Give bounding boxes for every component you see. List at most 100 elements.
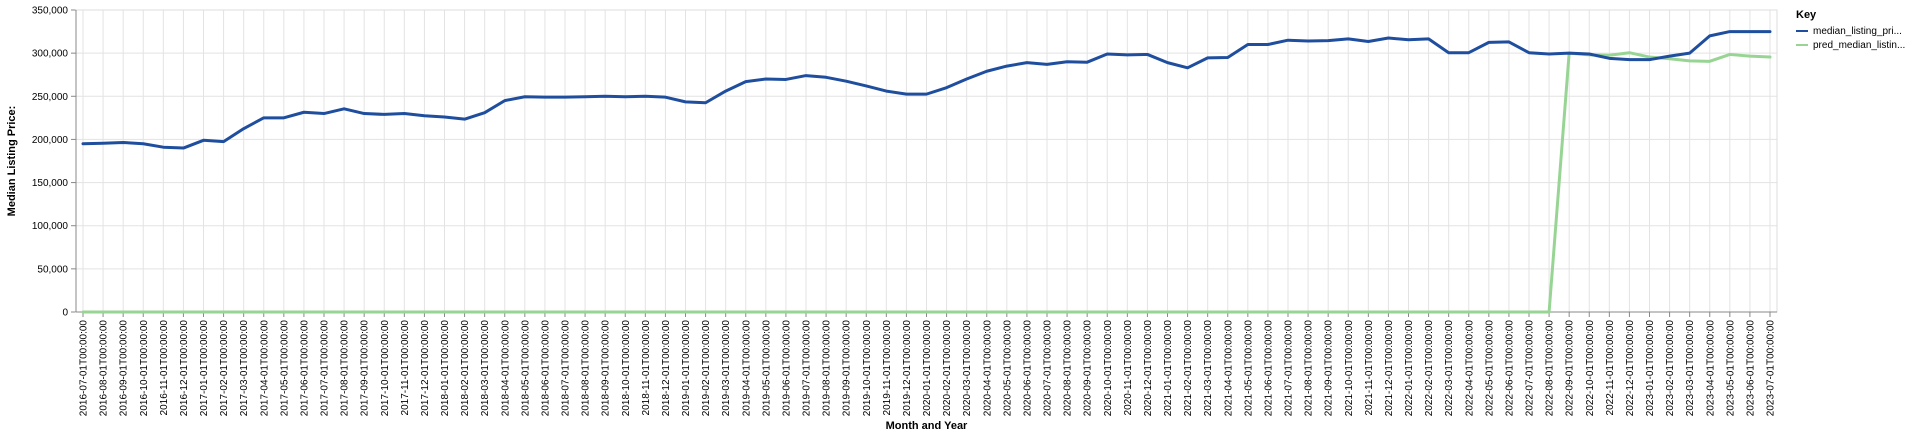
x-tick-label: 2023-05-01T00:00:00	[1725, 320, 1736, 417]
x-tick-label: 2023-03-01T00:00:00	[1685, 320, 1696, 417]
x-tick-label: 2021-08-01T00:00:00	[1304, 320, 1315, 417]
x-tick-label: 2020-04-01T00:00:00	[982, 320, 993, 417]
legend-title: Key	[1796, 9, 1817, 21]
legend: Key median_listing_pri... pred_median_list…	[1796, 9, 1905, 51]
axes: 0 50,000 100,000 150,000 200,000 250,000 300,0…	[6, 6, 1778, 432]
legend-label: median_listing_pri...	[1813, 26, 1902, 37]
x-tick-label: 2023-01-01T00:00:00	[1645, 320, 1656, 417]
x-tick-label: 2017-06-01T00:00:00	[299, 320, 310, 417]
y-tick-label: 250,000	[32, 92, 69, 103]
x-tick-label: 2020-01-01T00:00:00	[922, 320, 933, 417]
y-tick-label: 50,000	[37, 264, 68, 275]
x-tick-label: 2018-04-01T00:00:00	[500, 320, 511, 417]
x-tick-label: 2021-04-01T00:00:00	[1223, 320, 1234, 417]
x-tick-label: 2016-12-01T00:00:00	[179, 320, 190, 417]
x-tick-label: 2016-10-01T00:00:00	[139, 320, 150, 417]
x-tick-label: 2017-01-01T00:00:00	[199, 320, 210, 417]
x-tick-label: 2019-12-01T00:00:00	[902, 320, 913, 417]
x-tick-label: 2022-03-01T00:00:00	[1444, 320, 1455, 417]
x-tick-label: 2016-09-01T00:00:00	[119, 320, 130, 417]
x-tick-label: 2021-05-01T00:00:00	[1243, 320, 1254, 417]
y-tick-label: 200,000	[32, 135, 69, 146]
x-tick-label: 2019-10-01T00:00:00	[862, 320, 873, 417]
x-tick-label: 2019-11-01T00:00:00	[882, 320, 893, 416]
x-tick-label: 2022-06-01T00:00:00	[1504, 320, 1515, 417]
x-tick-label: 2018-11-01T00:00:00	[641, 320, 652, 416]
y-axis-title: Median Listing Price:	[6, 106, 18, 217]
x-tick-label: 2022-12-01T00:00:00	[1625, 320, 1636, 417]
x-tick-label: 2018-02-01T00:00:00	[460, 320, 471, 417]
x-tick-label: 2017-08-01T00:00:00	[340, 320, 351, 417]
x-tick-label: 2019-06-01T00:00:00	[781, 320, 792, 417]
x-tick-label: 2021-07-01T00:00:00	[1284, 320, 1295, 417]
x-tick-label: 2019-05-01T00:00:00	[761, 320, 772, 417]
y-tick-label: 350,000	[32, 6, 69, 17]
x-tick-label: 2021-09-01T00:00:00	[1324, 320, 1335, 417]
x-tick-label: 2021-12-01T00:00:00	[1384, 320, 1395, 417]
gridlines	[76, 9, 1777, 313]
x-tick-label: 2022-07-01T00:00:00	[1525, 320, 1536, 417]
legend-label: pred_median_listin...	[1813, 40, 1905, 51]
x-tick-label: 2018-08-01T00:00:00	[581, 320, 592, 417]
x-tick-label: 2022-11-01T00:00:00	[1605, 320, 1616, 416]
x-tick-label: 2021-06-01T00:00:00	[1263, 320, 1274, 417]
x-tick-label: 2017-11-01T00:00:00	[400, 320, 411, 416]
x-tick-label: 2022-02-01T00:00:00	[1424, 320, 1435, 417]
x-tick-label: 2021-01-01T00:00:00	[1163, 320, 1174, 417]
x-tick-label: 2021-03-01T00:00:00	[1203, 320, 1214, 417]
x-tick-label: 2022-09-01T00:00:00	[1565, 320, 1576, 417]
x-tick-label: 2017-07-01T00:00:00	[320, 320, 331, 417]
x-tick-label: 2020-11-01T00:00:00	[1123, 320, 1134, 416]
x-tick-label: 2017-12-01T00:00:00	[420, 320, 431, 417]
x-tick-label: 2023-06-01T00:00:00	[1745, 320, 1756, 417]
x-tick-label: 2022-08-01T00:00:00	[1545, 320, 1556, 417]
x-tick-label: 2023-04-01T00:00:00	[1705, 320, 1716, 417]
x-tick-label: 2018-12-01T00:00:00	[661, 320, 672, 417]
x-tick-label: 2017-09-01T00:00:00	[360, 320, 371, 417]
x-tick-label: 2020-08-01T00:00:00	[1063, 320, 1074, 417]
x-tick-label: 2018-06-01T00:00:00	[540, 320, 551, 417]
x-tick-label: 2019-04-01T00:00:00	[741, 320, 752, 417]
x-tick-label: 2019-09-01T00:00:00	[842, 320, 853, 417]
x-tick-label: 2016-07-01T00:00:00	[79, 320, 90, 417]
y-tick-label: 150,000	[32, 178, 69, 189]
x-tick-label: 2018-03-01T00:00:00	[480, 320, 491, 417]
x-tick-label: 2018-09-01T00:00:00	[601, 320, 612, 417]
series-line-median-listing-price	[81, 30, 1772, 150]
x-tick-label: 2018-10-01T00:00:00	[621, 320, 632, 417]
x-tick-label: 2023-07-01T00:00:00	[1766, 320, 1777, 417]
x-tick-label: 2019-07-01T00:00:00	[802, 320, 813, 417]
y-tick-label: 0	[62, 308, 68, 319]
series-lines	[81, 30, 1772, 314]
x-tick-label: 2020-06-01T00:00:00	[1022, 320, 1033, 417]
x-tick-label: 2017-10-01T00:00:00	[380, 320, 391, 417]
x-tick-label: 2021-11-01T00:00:00	[1364, 320, 1375, 416]
x-tick-label: 2018-01-01T00:00:00	[440, 320, 451, 417]
x-tick-label: 2017-04-01T00:00:00	[259, 320, 270, 417]
x-tick-label: 2020-05-01T00:00:00	[1002, 320, 1013, 417]
x-tick-label: 2020-10-01T00:00:00	[1103, 320, 1114, 417]
x-tick-label: 2020-09-01T00:00:00	[1083, 320, 1094, 417]
x-tick-label: 2020-03-01T00:00:00	[962, 320, 973, 417]
x-tick-label: 2022-05-01T00:00:00	[1484, 320, 1495, 417]
x-tick-label: 2017-02-01T00:00:00	[219, 320, 230, 417]
x-tick-label: 2021-10-01T00:00:00	[1344, 320, 1355, 417]
x-tick-label: 2021-02-01T00:00:00	[1183, 320, 1194, 417]
x-tick-label: 2022-04-01T00:00:00	[1464, 320, 1475, 417]
y-tick-label: 100,000	[32, 221, 69, 232]
x-tick-label: 2023-02-01T00:00:00	[1665, 320, 1676, 417]
x-tick-label: 2020-12-01T00:00:00	[1143, 320, 1154, 417]
x-tick-label: 2018-05-01T00:00:00	[520, 320, 531, 417]
x-tick-label: 2016-08-01T00:00:00	[99, 320, 110, 417]
x-tick-label: 2017-03-01T00:00:00	[239, 320, 250, 417]
series-line-pred-median-listing	[81, 51, 1772, 314]
x-axis-title: Month and Year	[886, 420, 968, 432]
x-tick-label: 2018-07-01T00:00:00	[561, 320, 572, 417]
x-tick-label: 2022-01-01T00:00:00	[1404, 320, 1415, 417]
x-tick-label: 2022-10-01T00:00:00	[1585, 320, 1596, 417]
x-tick-label: 2016-11-01T00:00:00	[159, 320, 170, 416]
x-tick-label: 2019-02-01T00:00:00	[701, 320, 712, 417]
x-tick-label: 2020-07-01T00:00:00	[1043, 320, 1054, 417]
